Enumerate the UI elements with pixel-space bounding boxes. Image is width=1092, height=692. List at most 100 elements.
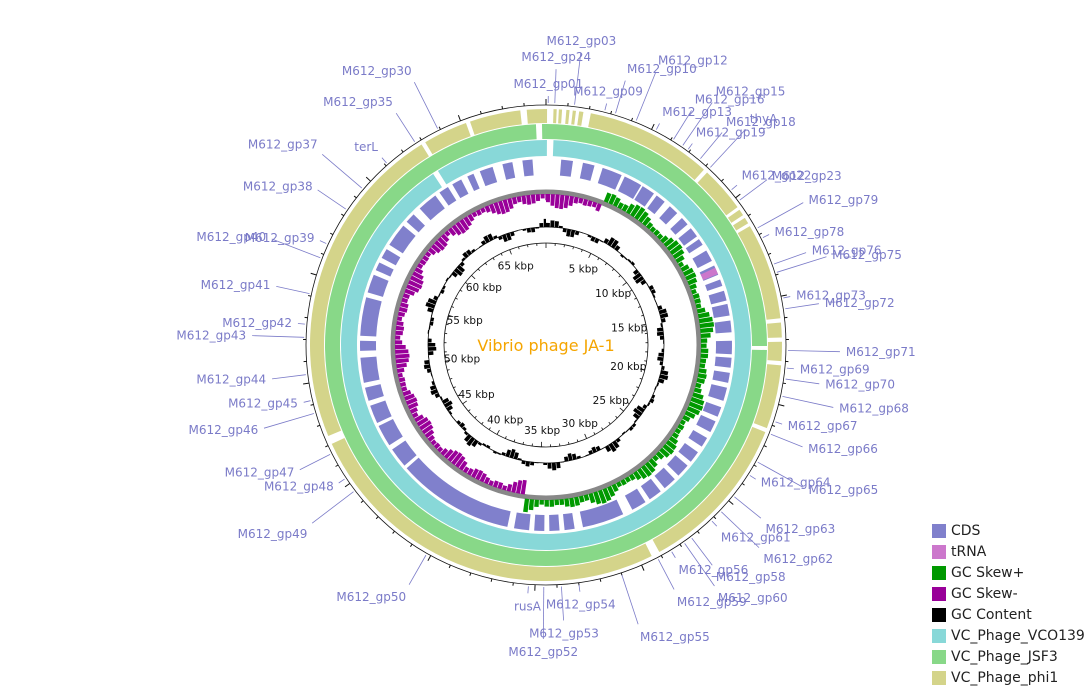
gc-content-bar	[656, 331, 664, 336]
phi1-seg-3	[565, 109, 570, 125]
gc-content-bar	[652, 293, 656, 298]
gc-skew-bar	[406, 284, 420, 293]
gc-content-bar	[633, 407, 643, 417]
outer-tick	[670, 137, 673, 141]
phi1-seg-6	[588, 113, 704, 181]
outer-tick	[335, 464, 339, 467]
gc-content-bar	[634, 276, 644, 284]
gc-skew-bar	[401, 386, 408, 392]
ruler-tick	[455, 297, 458, 300]
gc-content-bar	[576, 455, 581, 459]
gc-skew-bar	[421, 424, 434, 435]
ruler-tick	[471, 275, 476, 280]
ruler-tick	[447, 369, 450, 371]
gc-content-bar	[632, 269, 639, 276]
phi1-seg-7	[697, 172, 738, 216]
gc-content-bar	[543, 218, 546, 228]
cds-feature	[467, 173, 480, 191]
gc-skew-backbone	[390, 189, 702, 501]
gc-content-bar	[464, 434, 472, 443]
outer-tick	[341, 213, 345, 217]
gc-skew-bar	[407, 401, 419, 410]
legend-label: tRNA	[951, 543, 987, 560]
cds-feature	[685, 239, 703, 254]
ruler-tick	[639, 377, 643, 380]
gc-content-bar	[614, 245, 621, 252]
phi1-seg-10	[737, 226, 781, 320]
gene-label: M612_gp68	[839, 402, 909, 416]
gc-content-bar	[424, 360, 430, 365]
gene-leader-line	[554, 69, 557, 104]
cds-feature	[624, 488, 646, 510]
gc-content-bar	[498, 235, 503, 241]
outer-tick	[610, 110, 613, 115]
gc-skew-bar	[685, 272, 697, 281]
gc-skew-bar	[608, 193, 617, 205]
cds-feature	[378, 419, 403, 446]
ruler-tick	[593, 432, 596, 435]
cds-feature	[617, 176, 642, 199]
gc-skew-bar	[700, 327, 714, 334]
ruler-tick	[522, 441, 524, 445]
gc-content-bar	[630, 261, 636, 266]
gc-skew-bar	[645, 221, 654, 230]
gc-skew-bar	[433, 442, 441, 450]
gc-content-bar	[648, 284, 655, 291]
gc-content-bar	[657, 305, 663, 311]
gene-label: M612_gp13	[662, 105, 732, 119]
gene-leader-line	[297, 323, 305, 325]
gc-content-bar	[441, 397, 450, 404]
gc-content-bar	[471, 439, 479, 448]
gc-content-bar	[628, 426, 634, 432]
gc-skew-bar	[665, 440, 677, 451]
cds-feature	[705, 279, 723, 291]
ruler-tick	[488, 427, 491, 430]
outer-tick	[490, 578, 493, 582]
phi1-seg-5	[577, 111, 584, 126]
legend-item: GC Skew-	[932, 583, 1092, 604]
gc-skew-bar	[578, 197, 584, 204]
gc-skew-bar	[506, 483, 513, 492]
ruler-tick	[451, 306, 455, 308]
gc-content-bar	[617, 251, 622, 254]
gene-leader-line	[381, 157, 387, 164]
gene-label: M612_gp52	[508, 645, 578, 659]
gc-content-bar	[505, 232, 512, 241]
gene-label: M612_gp40	[196, 230, 266, 244]
gene-label: thyA	[750, 112, 778, 126]
gc-content-bar	[505, 449, 512, 458]
gc-skew-bar	[402, 293, 410, 299]
gc-skew-bar	[419, 259, 427, 266]
outer-tick	[353, 195, 357, 199]
kbp-tick-label: 15 kbp	[611, 323, 647, 335]
gc-skew-bar	[682, 267, 694, 277]
kbp-tick-label: 65 kbp	[498, 261, 534, 273]
cds-feature	[406, 214, 425, 233]
gc-content-bar	[657, 356, 664, 362]
gene-label: M612_gp61	[721, 531, 791, 545]
gene-label: M612_gp30	[342, 64, 412, 78]
gc-content-bar	[621, 431, 626, 435]
gc-skew-bar	[616, 481, 623, 488]
legend-swatch	[932, 523, 946, 538]
gc-content-bar	[627, 258, 632, 263]
legend-label: GC Content	[951, 606, 1032, 623]
ruler-tick	[639, 368, 645, 371]
gc-content-bar	[642, 404, 648, 410]
gc-skew-bar	[617, 202, 624, 210]
ruler-tick	[446, 323, 449, 326]
outer-tick	[501, 105, 504, 110]
gene-label: M612_gp72	[825, 296, 895, 310]
legend-item: GC Skew+	[932, 562, 1092, 583]
gc-skew-bar	[523, 498, 530, 513]
gc-content-bar	[560, 461, 565, 463]
ruler-tick	[513, 439, 516, 442]
gc-content-bar	[599, 239, 604, 243]
gc-skew-bar	[700, 348, 709, 354]
gc-skew-bar	[395, 353, 410, 359]
gc-skew-bar	[682, 415, 691, 423]
gc-skew-bar	[475, 469, 484, 481]
gc-skew-bar	[397, 372, 403, 378]
gc-content-bar	[654, 298, 656, 303]
